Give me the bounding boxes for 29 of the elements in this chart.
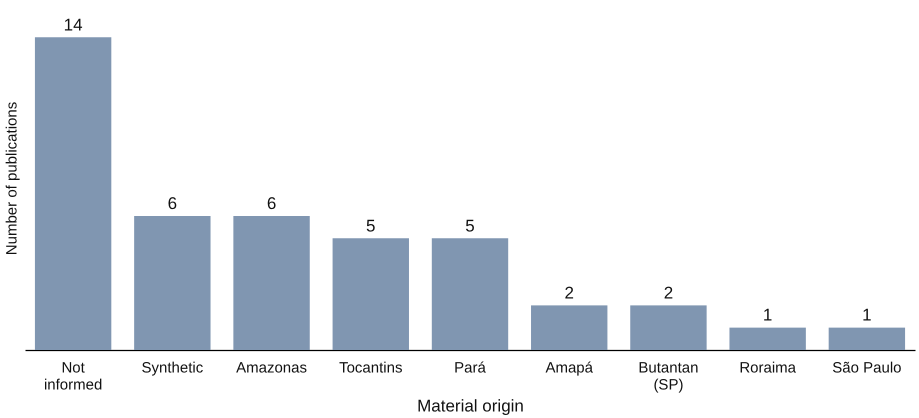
- data-label: 6: [266, 194, 276, 213]
- bar: [729, 328, 806, 350]
- x-tick-label: Roraima: [739, 360, 797, 376]
- x-tick-label: Pará: [454, 360, 486, 376]
- data-label: 1: [862, 306, 872, 325]
- bar: [34, 37, 112, 350]
- data-label: 5: [366, 216, 376, 236]
- bar: [134, 216, 211, 350]
- x-tick-label: São Paulo: [832, 360, 902, 376]
- bar: [432, 238, 508, 350]
- x-tick-label: Amazonas: [236, 360, 307, 376]
- x-axis-title: Material origin: [417, 396, 524, 416]
- data-label: 2: [664, 283, 674, 302]
- x-tick-label: Butantan (SP): [638, 360, 698, 394]
- y-axis-title: Number of publications: [4, 102, 20, 256]
- x-tick-label: Not informed: [44, 360, 102, 394]
- bar: [332, 238, 409, 350]
- x-tick-label: Amapá: [545, 360, 594, 376]
- bar: [233, 216, 310, 350]
- data-label: 14: [64, 15, 83, 34]
- bar: [828, 328, 906, 350]
- data-label: 6: [168, 194, 178, 213]
- x-tick-label: Tocantins: [339, 360, 402, 376]
- bar: [630, 305, 707, 350]
- data-label: 2: [564, 283, 574, 302]
- bar: [531, 305, 608, 350]
- data-label: 5: [465, 216, 475, 236]
- data-label: 1: [762, 306, 772, 325]
- x-tick-label: Synthetic: [141, 360, 204, 376]
